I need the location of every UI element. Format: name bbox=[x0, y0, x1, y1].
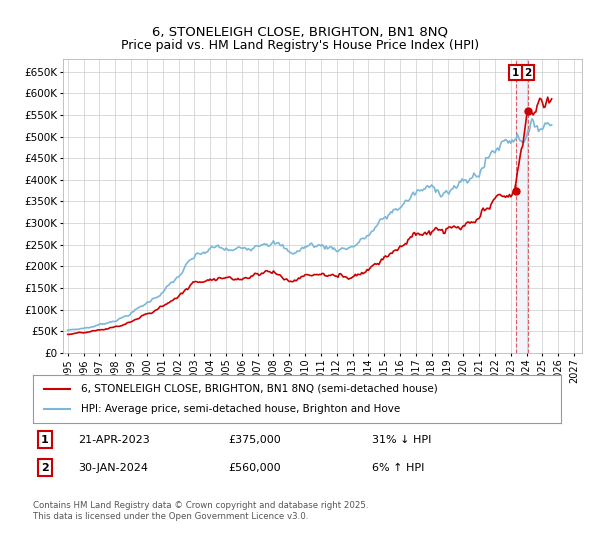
Text: 2: 2 bbox=[524, 68, 532, 78]
Text: 1: 1 bbox=[41, 435, 49, 445]
Text: Contains HM Land Registry data © Crown copyright and database right 2025.
This d: Contains HM Land Registry data © Crown c… bbox=[33, 501, 368, 521]
Text: 2: 2 bbox=[41, 463, 49, 473]
Text: 31% ↓ HPI: 31% ↓ HPI bbox=[372, 435, 431, 445]
Text: Price paid vs. HM Land Registry's House Price Index (HPI): Price paid vs. HM Land Registry's House … bbox=[121, 39, 479, 52]
Text: £560,000: £560,000 bbox=[228, 463, 281, 473]
Text: 21-APR-2023: 21-APR-2023 bbox=[78, 435, 150, 445]
Text: 1: 1 bbox=[512, 68, 519, 78]
Text: 6, STONELEIGH CLOSE, BRIGHTON, BN1 8NQ (semi-detached house): 6, STONELEIGH CLOSE, BRIGHTON, BN1 8NQ (… bbox=[80, 384, 437, 394]
Text: HPI: Average price, semi-detached house, Brighton and Hove: HPI: Average price, semi-detached house,… bbox=[80, 404, 400, 414]
Text: £375,000: £375,000 bbox=[228, 435, 281, 445]
Text: 6, STONELEIGH CLOSE, BRIGHTON, BN1 8NQ: 6, STONELEIGH CLOSE, BRIGHTON, BN1 8NQ bbox=[152, 25, 448, 38]
Text: 6% ↑ HPI: 6% ↑ HPI bbox=[372, 463, 424, 473]
Text: 30-JAN-2024: 30-JAN-2024 bbox=[78, 463, 148, 473]
Bar bbox=[515, 59, 528, 353]
